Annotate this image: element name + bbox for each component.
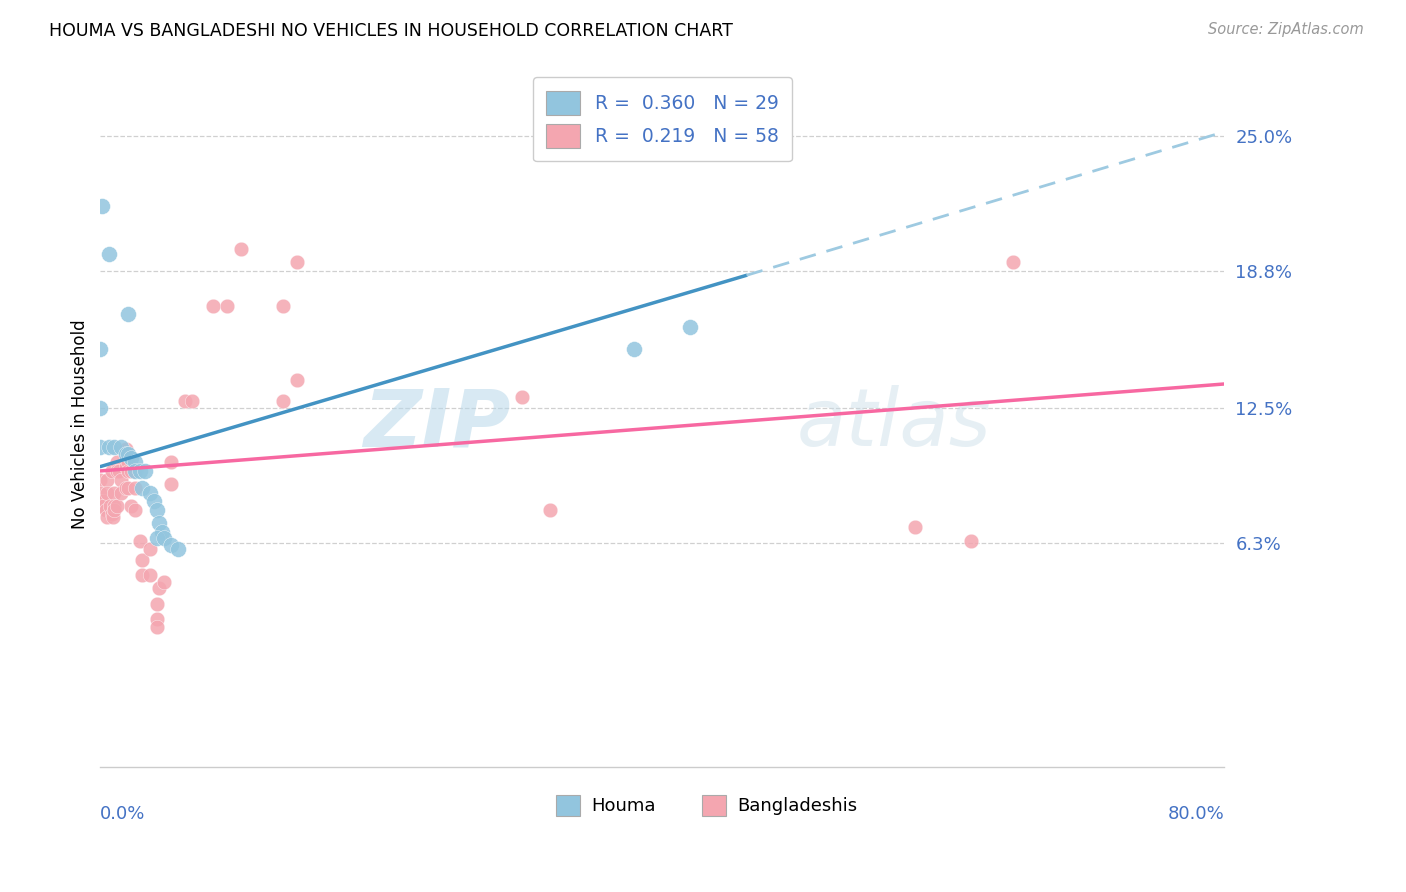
Point [110,473,132,487]
Point [145,532,167,546]
Point [117,481,139,495]
Point [91,494,114,508]
Point [960,533,983,548]
Point [110,440,132,454]
Point [100,508,122,522]
Point [97,246,120,260]
Point [145,503,167,517]
Text: 80.0%: 80.0% [1167,805,1225,823]
Point [120,450,142,465]
Point [120,464,142,478]
Point [142,494,165,508]
Point [229,242,252,256]
Point [114,442,136,457]
Point [105,464,128,478]
Point [145,620,167,634]
Text: 0.0%: 0.0% [100,805,146,823]
Point [510,390,533,404]
Point [105,499,128,513]
Point [159,455,181,469]
Point [101,509,124,524]
Point [152,532,174,546]
Point [159,477,181,491]
Legend: R =  0.360   N = 29, R =  0.219   N = 58: R = 0.360 N = 29, R = 0.219 N = 58 [533,78,792,161]
Text: Bangladeshis: Bangladeshis [738,797,858,814]
Text: atlas: atlas [797,385,991,463]
Text: Houma: Houma [592,797,657,814]
Point [96,473,118,487]
Point [124,464,146,478]
Point [97,440,120,454]
Point [538,503,561,517]
Point [128,533,150,548]
Point [107,464,129,478]
Point [98,499,121,513]
Point [103,503,125,517]
Point [96,509,118,524]
Point [131,568,153,582]
Point [166,542,188,557]
Point [148,516,170,530]
Point [148,582,170,596]
Point [138,542,160,557]
Point [173,394,195,409]
Point [131,481,153,495]
Bar [555,796,581,816]
Point [103,485,125,500]
Point [110,485,132,500]
Point [89,494,111,508]
Point [128,464,150,478]
Point [201,299,224,313]
Point [180,394,202,409]
Point [117,446,139,460]
Text: HOUMA VS BANGLADESHI NO VEHICLES IN HOUSEHOLD CORRELATION CHART: HOUMA VS BANGLADESHI NO VEHICLES IN HOUS… [49,22,733,40]
Point [94,503,117,517]
Point [114,481,136,495]
Y-axis label: No Vehicles in Household: No Vehicles in Household [72,319,89,529]
Point [124,455,146,469]
Point [150,524,173,539]
Point [271,299,294,313]
Point [89,485,111,500]
Point [89,342,111,356]
Point [89,473,111,487]
Point [679,320,702,334]
Point [145,597,167,611]
Point [96,485,118,500]
Point [100,464,122,478]
Point [623,342,645,356]
Point [134,464,156,478]
Point [1002,255,1025,269]
Point [103,440,125,454]
Point [91,499,114,513]
Point [117,455,139,469]
Point [117,464,139,478]
Point [285,255,308,269]
Point [138,485,160,500]
Point [159,538,181,552]
Point [89,440,111,454]
Point [131,553,153,567]
Point [215,299,238,313]
Text: Source: ZipAtlas.com: Source: ZipAtlas.com [1208,22,1364,37]
Point [152,574,174,589]
Point [120,499,142,513]
Point [145,612,167,626]
Point [904,520,927,534]
Point [271,394,294,409]
Point [114,446,136,460]
Point [103,499,125,513]
Point [285,373,308,387]
Point [138,568,160,582]
Text: ZIP: ZIP [363,385,510,463]
Point [105,455,128,469]
Point [124,464,146,478]
Point [124,481,146,495]
Point [89,401,111,415]
Point [114,459,136,474]
Point [117,307,139,321]
Point [90,199,112,213]
Bar [702,796,727,816]
Point [124,503,146,517]
